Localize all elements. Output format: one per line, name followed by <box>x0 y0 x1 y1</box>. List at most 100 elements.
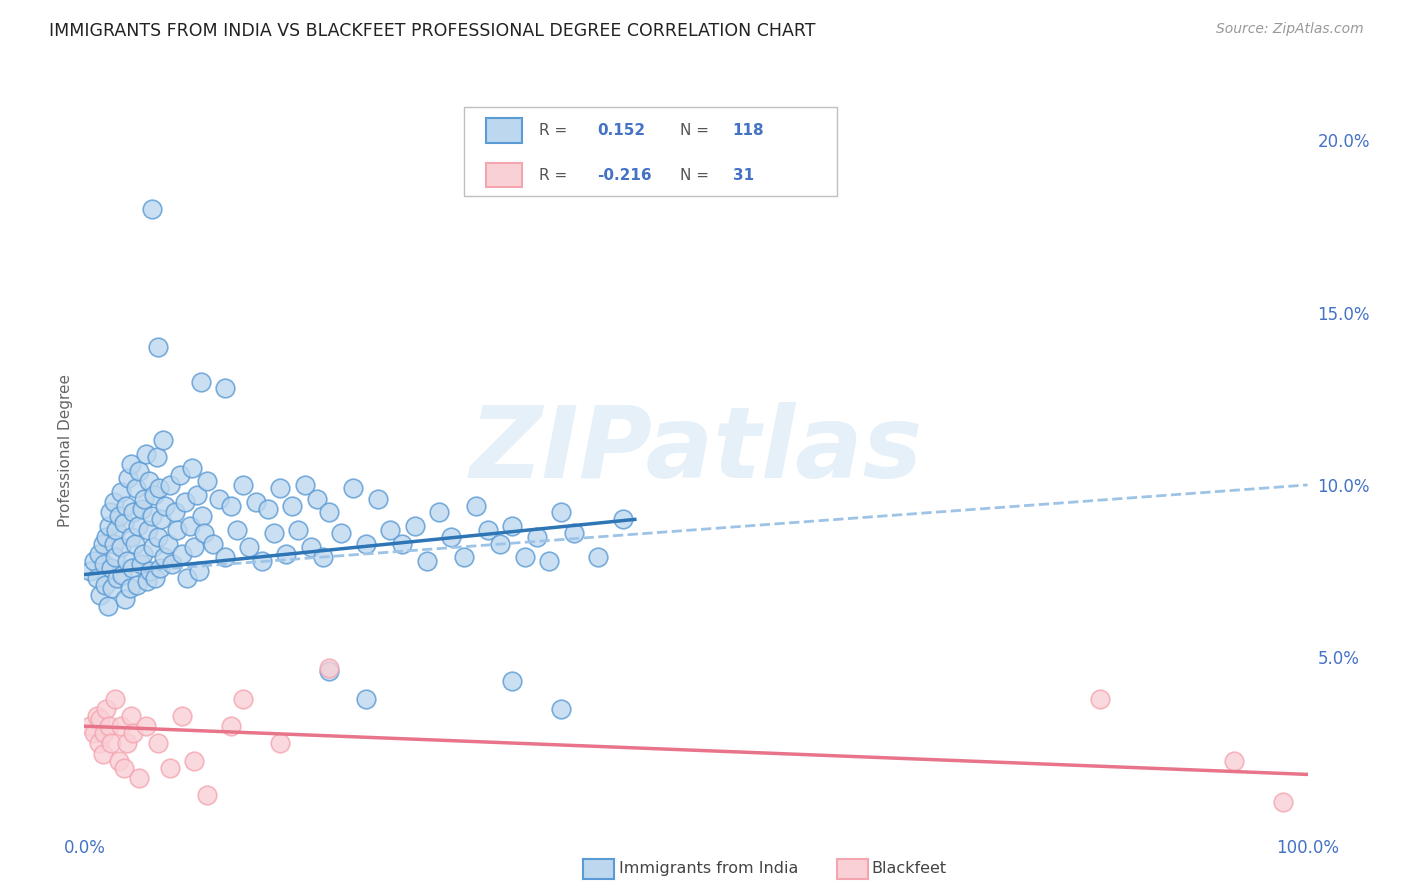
Point <box>93 557 115 572</box>
Point <box>250 554 273 568</box>
Point <box>129 557 152 572</box>
Point <box>146 736 169 750</box>
Point <box>141 508 163 523</box>
Point <box>89 712 111 726</box>
Point <box>150 512 173 526</box>
Point <box>380 523 402 537</box>
Point <box>550 506 572 520</box>
Point <box>538 554 561 568</box>
Point <box>156 536 179 550</box>
Point <box>526 530 548 544</box>
Point <box>464 499 486 513</box>
Point <box>94 578 117 592</box>
Point <box>91 747 114 761</box>
Point <box>502 674 524 689</box>
Point <box>166 523 188 537</box>
Text: R =: R = <box>540 168 572 183</box>
Point <box>281 499 304 513</box>
Text: 118: 118 <box>733 123 765 138</box>
Point <box>305 491 328 506</box>
Point <box>132 547 155 561</box>
Point <box>287 523 309 537</box>
Point <box>176 571 198 585</box>
Point <box>269 736 291 750</box>
Point <box>238 540 260 554</box>
Point <box>195 788 218 802</box>
Point <box>105 571 128 585</box>
Point <box>1088 691 1111 706</box>
Point <box>142 540 165 554</box>
FancyBboxPatch shape <box>464 107 837 196</box>
Point <box>100 560 122 574</box>
Point <box>219 499 242 513</box>
Point <box>115 554 138 568</box>
Point <box>513 550 536 565</box>
Point <box>257 502 280 516</box>
Point <box>159 760 181 774</box>
Point <box>172 547 194 561</box>
Point <box>172 708 194 723</box>
Point <box>107 754 129 768</box>
Point <box>354 536 377 550</box>
Point <box>232 691 254 706</box>
Point <box>120 457 142 471</box>
Point <box>489 536 512 550</box>
Text: IMMIGRANTS FROM INDIA VS BLACKFEET PROFESSIONAL DEGREE CORRELATION CHART: IMMIGRANTS FROM INDIA VS BLACKFEET PROFE… <box>49 22 815 40</box>
Y-axis label: Professional Degree: Professional Degree <box>58 374 73 527</box>
Text: 0.152: 0.152 <box>598 123 645 138</box>
Point <box>562 526 585 541</box>
Point <box>269 482 291 496</box>
Point <box>550 702 572 716</box>
Point <box>89 588 111 602</box>
Point <box>115 736 138 750</box>
Point <box>131 502 153 516</box>
Point <box>111 567 134 582</box>
Point <box>87 547 110 561</box>
Point <box>97 719 120 733</box>
Point <box>97 599 120 613</box>
Point <box>128 464 150 478</box>
Point <box>263 526 285 541</box>
Point <box>440 530 463 544</box>
Text: N =: N = <box>681 168 714 183</box>
Point <box>193 526 215 541</box>
Point <box>1223 754 1246 768</box>
Point <box>152 433 174 447</box>
Point <box>117 471 139 485</box>
Point <box>141 202 163 217</box>
Point <box>179 519 201 533</box>
Point <box>110 540 132 554</box>
Point <box>299 540 322 554</box>
Point <box>214 550 236 565</box>
Text: ZIPatlas: ZIPatlas <box>470 402 922 499</box>
Point <box>162 557 184 572</box>
Point <box>318 664 340 678</box>
Point <box>214 381 236 395</box>
Point <box>318 506 340 520</box>
Point <box>276 547 298 561</box>
Point <box>135 719 157 733</box>
Text: Blackfeet: Blackfeet <box>872 862 946 876</box>
Point <box>79 719 101 733</box>
Point <box>190 375 212 389</box>
Point <box>330 526 353 541</box>
Point <box>416 554 439 568</box>
Point <box>124 536 146 550</box>
Point <box>149 560 172 574</box>
Point <box>219 719 242 733</box>
Point <box>169 467 191 482</box>
Point <box>318 660 340 674</box>
Point <box>159 478 181 492</box>
Point <box>135 574 157 589</box>
Text: Immigrants from India: Immigrants from India <box>619 862 799 876</box>
Point <box>96 702 118 716</box>
Point <box>91 536 114 550</box>
Point <box>245 495 267 509</box>
Text: -0.216: -0.216 <box>598 168 651 183</box>
Point <box>83 554 105 568</box>
Point <box>112 516 135 530</box>
Point <box>114 591 136 606</box>
Point <box>163 506 186 520</box>
Point <box>127 519 149 533</box>
Point <box>98 506 121 520</box>
